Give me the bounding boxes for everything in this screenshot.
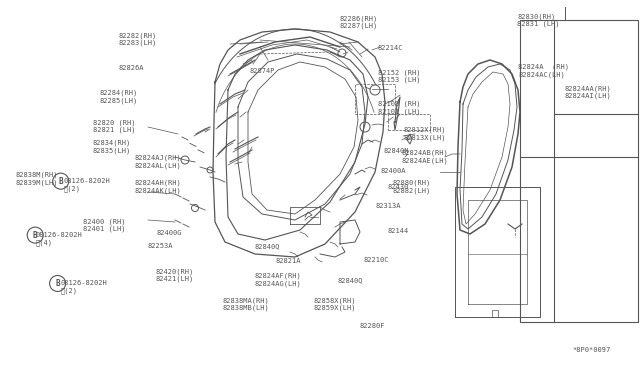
Text: 82313A: 82313A xyxy=(376,203,401,209)
Text: 82874P: 82874P xyxy=(250,68,275,74)
Text: 08126-8202H
。(2): 08126-8202H 。(2) xyxy=(61,280,108,294)
Text: 08126-8202H
。(4): 08126-8202H 。(4) xyxy=(35,232,82,246)
Text: 82824AA(RH)
82824AI(LH): 82824AA(RH) 82824AI(LH) xyxy=(564,85,611,99)
Text: 82253A: 82253A xyxy=(147,243,173,248)
Text: 82830(RH)
82831 (LH): 82830(RH) 82831 (LH) xyxy=(517,13,559,28)
Text: 08126-8202H
。(2): 08126-8202H 。(2) xyxy=(64,178,111,192)
Text: 82820 (RH)
82821 (LH): 82820 (RH) 82821 (LH) xyxy=(93,119,135,134)
Text: B: B xyxy=(55,279,60,288)
Text: 82838MA(RH)
82838MB(LH): 82838MA(RH) 82838MB(LH) xyxy=(223,297,269,311)
Text: 82400A: 82400A xyxy=(381,168,406,174)
Text: 82400G: 82400G xyxy=(157,230,182,236)
Text: 82858X(RH)
82859X(LH): 82858X(RH) 82859X(LH) xyxy=(314,297,356,311)
Text: 82824AH(RH)
82824AK(LH): 82824AH(RH) 82824AK(LH) xyxy=(134,180,181,194)
Text: 82152 (RH)
82153 (LH): 82152 (RH) 82153 (LH) xyxy=(378,69,420,83)
Text: 82284(RH)
82285(LH): 82284(RH) 82285(LH) xyxy=(99,90,138,104)
Text: 82824A  (RH)
82824AC(LH): 82824A (RH) 82824AC(LH) xyxy=(518,64,570,78)
Text: 82840Q: 82840Q xyxy=(338,277,364,283)
Text: 82144: 82144 xyxy=(387,228,408,234)
Text: 82824AB(RH)
82824AE(LH): 82824AB(RH) 82824AE(LH) xyxy=(401,150,448,164)
Bar xyxy=(520,20,638,322)
Text: 82821A: 82821A xyxy=(275,258,301,264)
Text: 82420(RH)
82421(LH): 82420(RH) 82421(LH) xyxy=(156,268,194,282)
Text: B: B xyxy=(33,231,38,240)
Text: *8P0*0097: *8P0*0097 xyxy=(573,347,611,353)
Text: 82826A: 82826A xyxy=(118,65,144,71)
Text: 82824AF(RH)
82824AG(LH): 82824AF(RH) 82824AG(LH) xyxy=(255,273,301,287)
Text: 82880(RH)
82882(LH): 82880(RH) 82882(LH) xyxy=(393,180,431,194)
Text: 82210C: 82210C xyxy=(364,257,389,263)
Text: 82280F: 82280F xyxy=(360,323,385,328)
Text: 82100 (RH)
82101 (LH): 82100 (RH) 82101 (LH) xyxy=(378,101,420,115)
Text: 82286(RH)
82287(LH): 82286(RH) 82287(LH) xyxy=(339,15,378,29)
Text: 82282(RH)
82283(LH): 82282(RH) 82283(LH) xyxy=(118,32,157,46)
Text: 82840Q: 82840Q xyxy=(255,243,280,249)
Text: 82840N: 82840N xyxy=(384,148,410,154)
Text: 82430: 82430 xyxy=(387,184,408,190)
Text: 82838M(RH)
82839M(LH): 82838M(RH) 82839M(LH) xyxy=(16,171,58,186)
Text: 82214C: 82214C xyxy=(378,45,403,51)
Text: 82400 (RH)
82401 (LH): 82400 (RH) 82401 (LH) xyxy=(83,218,125,232)
Text: 82834(RH)
82835(LH): 82834(RH) 82835(LH) xyxy=(93,140,131,154)
Text: B: B xyxy=(58,177,63,186)
Text: 82824AJ(RH)
82824AL(LH): 82824AJ(RH) 82824AL(LH) xyxy=(134,155,181,169)
Text: 82812X(RH)
82813X(LH): 82812X(RH) 82813X(LH) xyxy=(403,127,445,141)
